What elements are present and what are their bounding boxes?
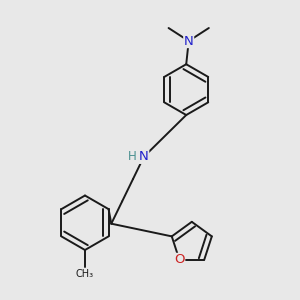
Text: H: H (128, 150, 136, 163)
Text: N: N (139, 150, 149, 163)
Text: O: O (174, 254, 185, 266)
Text: N: N (184, 34, 194, 47)
Text: CH₃: CH₃ (76, 268, 94, 279)
